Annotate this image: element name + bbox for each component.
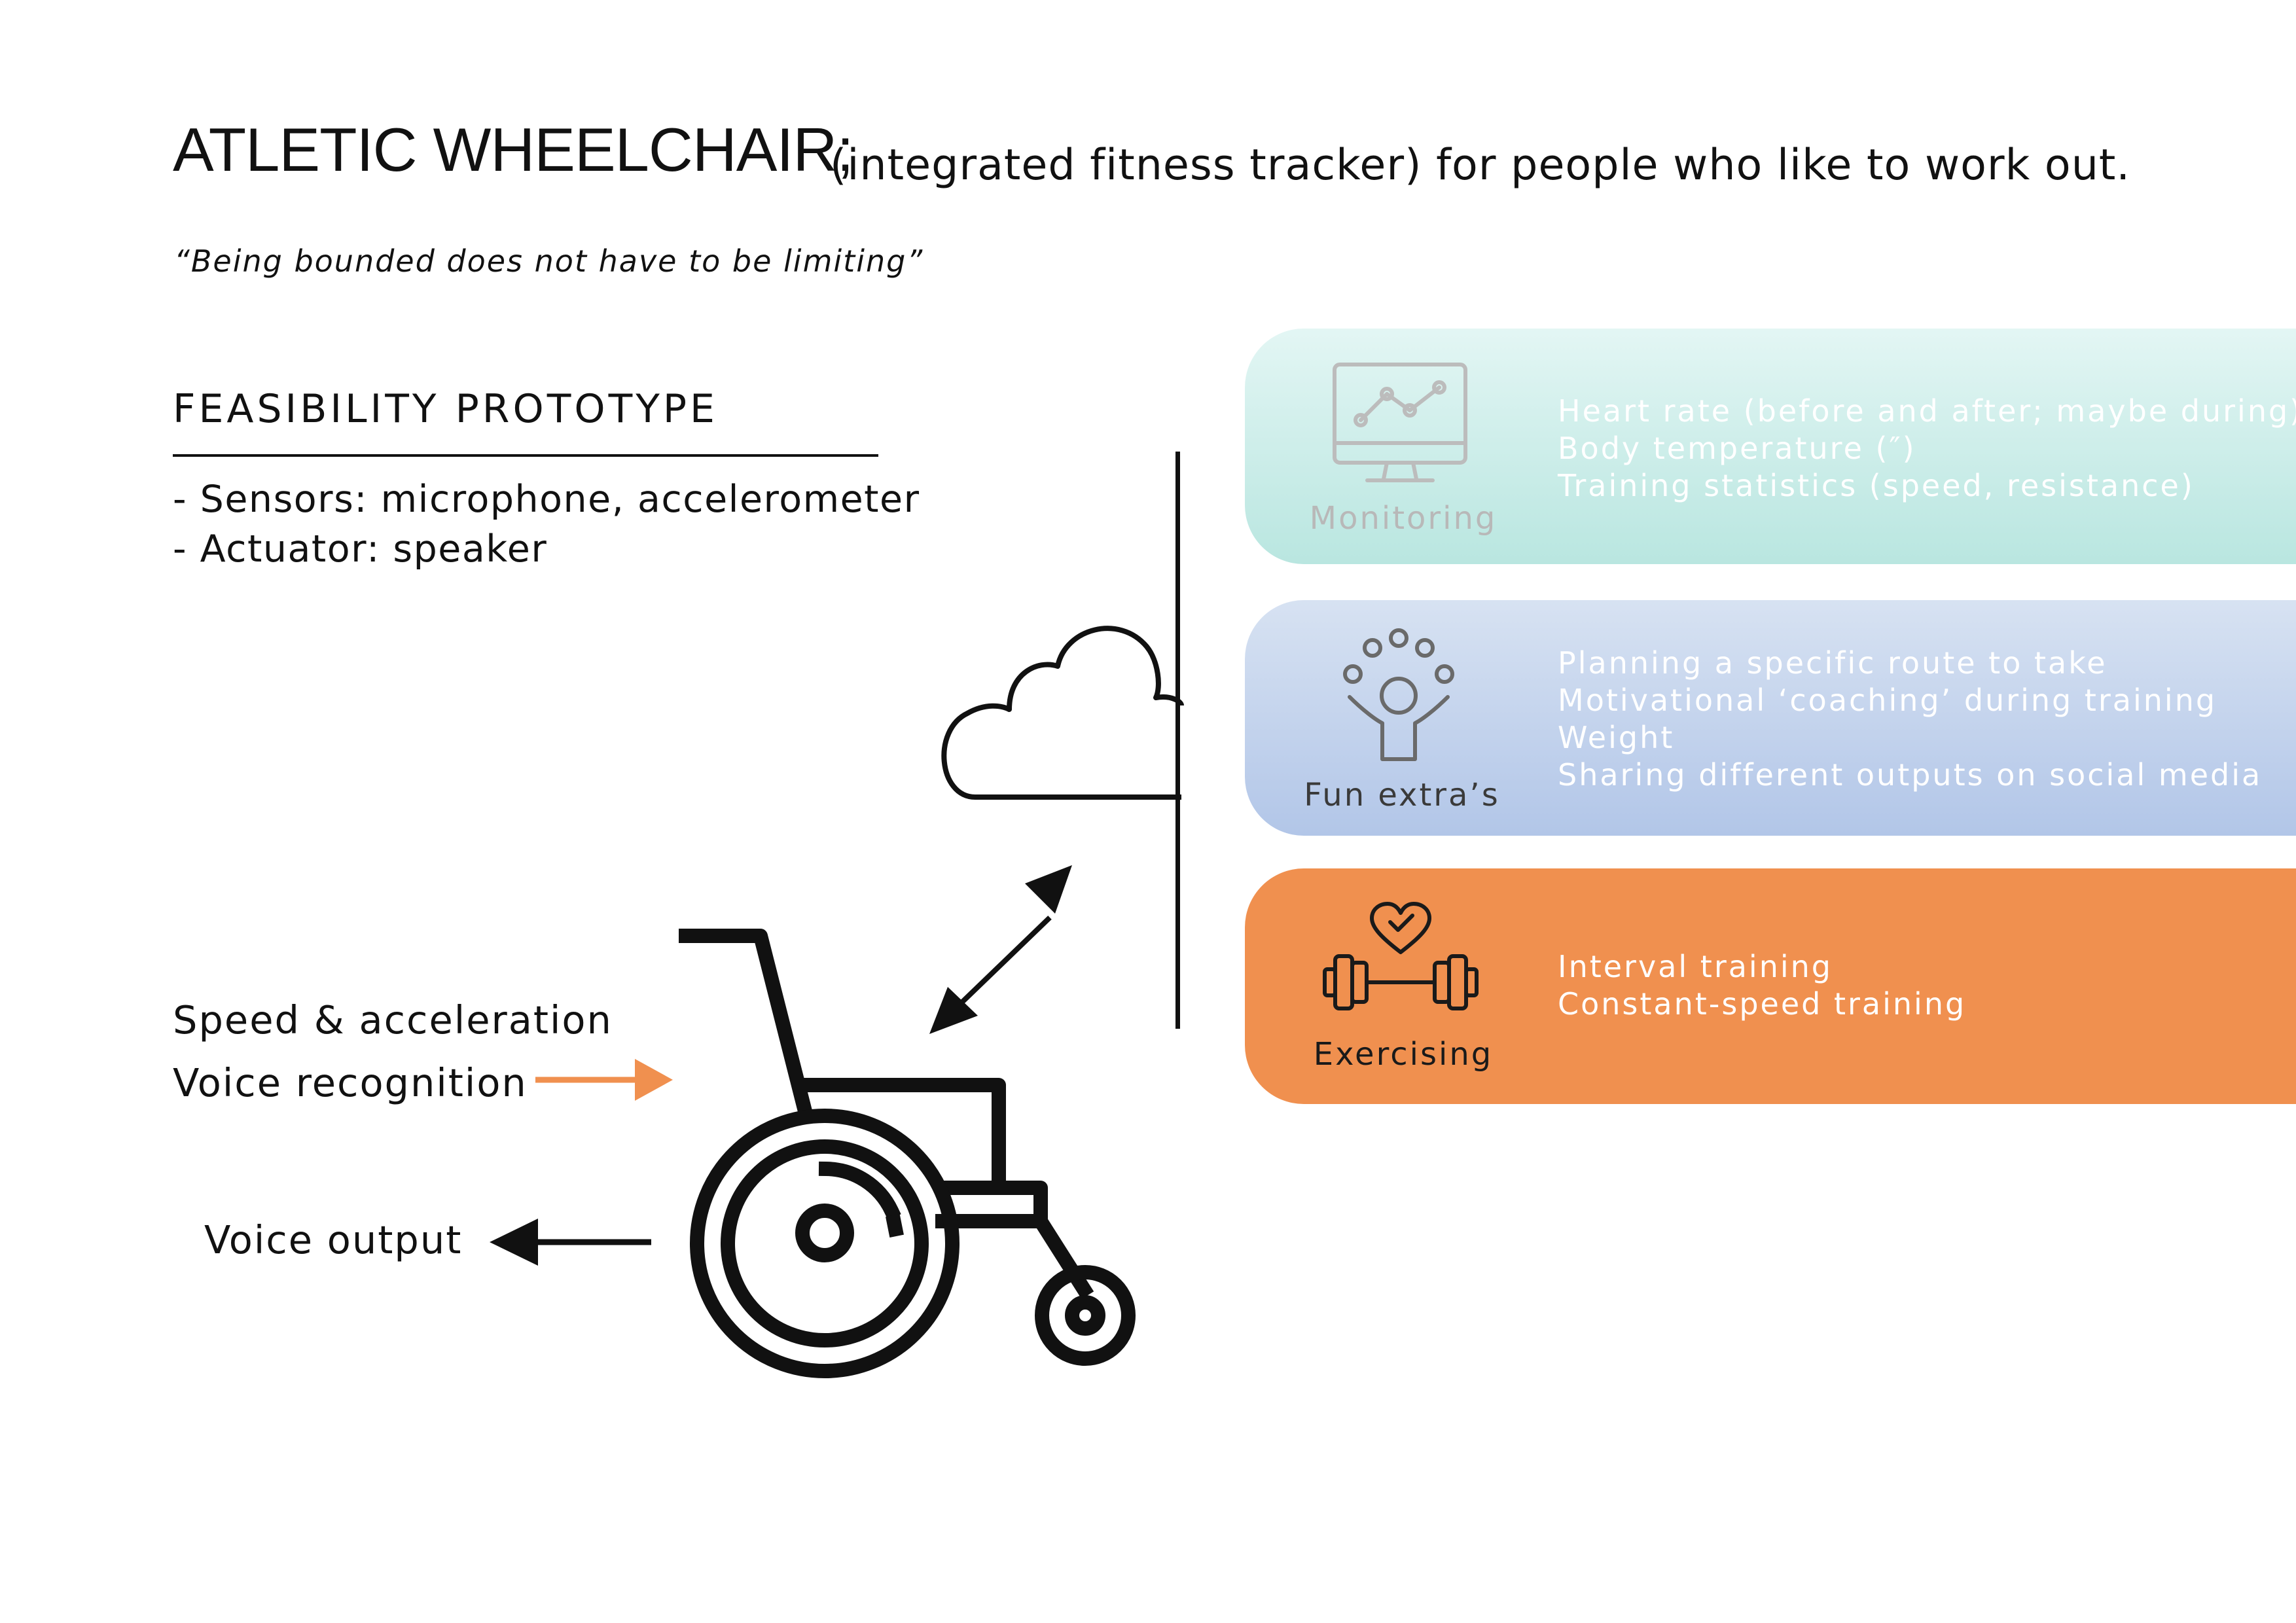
tagline: “Being bounded does not have to be limit… [174, 243, 924, 279]
panel-exercising: Exercising Interval training Constant-sp… [1245, 868, 2296, 1104]
panel-label-monitoring: Monitoring [1309, 500, 1498, 537]
vertical-divider [1175, 452, 1180, 1029]
juggling-person-icon [1343, 628, 1454, 761]
spec-line-actuator: - Actuator: speaker [173, 527, 548, 571]
panel-label-fun-extras: Fun extra’s [1304, 777, 1500, 813]
heart-dumbbell-icon [1323, 902, 1479, 1010]
list-item: Planning a specific route to take [1558, 645, 2108, 681]
panel-items-fun-extras: Planning a specific route to take Motiva… [1558, 645, 2262, 794]
list-item: Heart rate (before and after; maybe duri… [1558, 393, 2296, 429]
list-item: Weight [1558, 720, 1675, 755]
list-item: Body temperature (″) [1558, 431, 1916, 466]
section-divider [173, 454, 878, 457]
panel-fun-extras: Fun extra’s Planning a specific route to… [1245, 600, 2296, 836]
panel-label-exercising: Exercising [1313, 1036, 1494, 1073]
list-item: Training statistics (speed, resistance) [1558, 468, 2195, 503]
list-item: Sharing different outputs on social medi… [1558, 757, 2263, 793]
input-label-speed: Speed & acceleration [173, 997, 613, 1043]
list-item: Interval training [1558, 949, 1833, 984]
monitor-chart-icon [1333, 363, 1467, 482]
page-subtitle: (integrated fitness tracker) for people … [830, 141, 2131, 190]
output-label-voice: Voice output [204, 1217, 463, 1262]
page-title: ATLETIC WHEELCHAIR; [173, 115, 854, 184]
spec-line-sensors: - Sensors: microphone, accelerometer [173, 478, 920, 521]
input-label-voice: Voice recognition [173, 1060, 528, 1105]
list-item: Constant-speed training [1558, 986, 1967, 1022]
panel-monitoring: Monitoring Heart rate (before and after;… [1245, 329, 2296, 564]
list-item: Motivational ‘coaching’ during training [1558, 683, 2217, 718]
panel-items-monitoring: Heart rate (before and after; maybe duri… [1558, 393, 2296, 505]
section-heading: FEASIBILITY PROTOTYPE [173, 386, 718, 432]
panel-items-exercising: Interval training Constant-speed trainin… [1558, 948, 1966, 1023]
